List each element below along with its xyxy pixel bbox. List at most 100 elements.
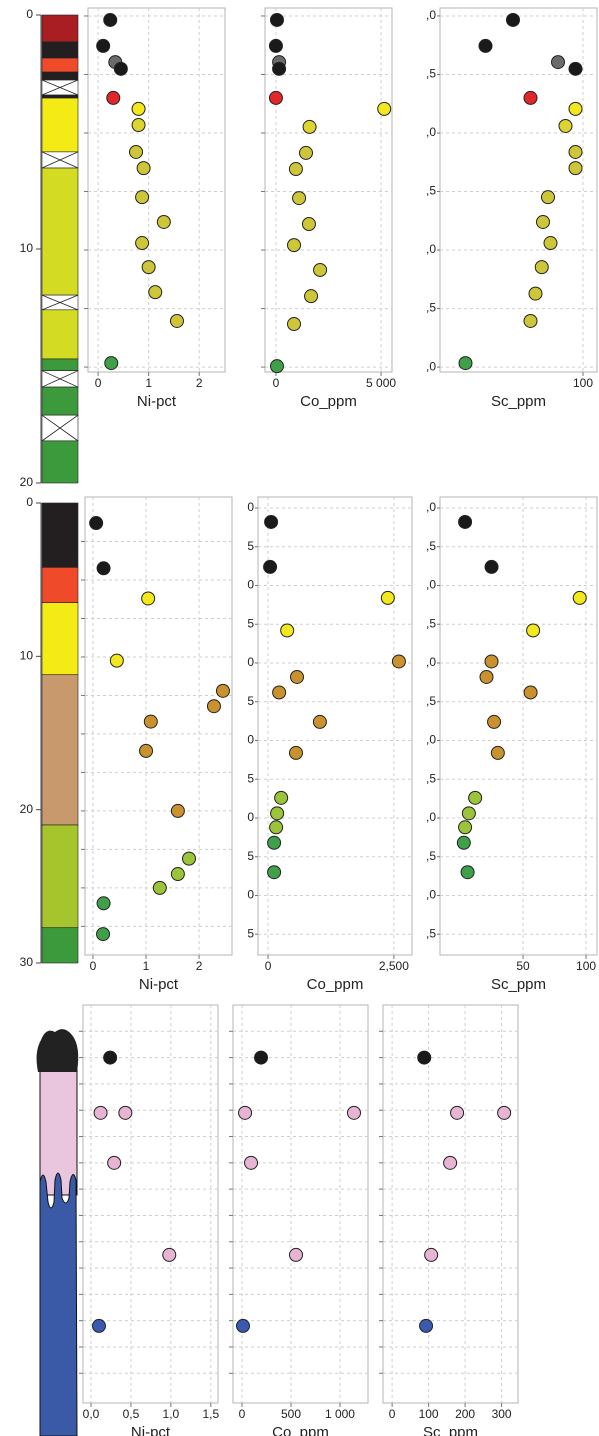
x-tick-label: 1,5 [202,1407,219,1421]
sample-point [461,806,476,821]
sample-point [170,867,185,882]
x-axis-label: Sc_ppm [491,976,546,993]
y-tick-label: 0 [247,733,254,747]
y-tick-label: 0 [247,888,254,902]
sample-point [558,118,573,133]
y-tick-label: ,0 [426,578,436,592]
sample-point [162,1247,177,1262]
sample-point [96,561,111,576]
y-tick-label: 5 [247,771,254,785]
x-tick-label: 2 [196,376,203,390]
panel-frame [257,496,413,956]
sample-point [107,1155,122,1170]
x-tick-label: 0 [273,376,280,390]
sample-point [96,927,111,942]
sample-point [417,1050,432,1065]
sample-point [299,145,314,160]
x-tick-label: 1 000 [325,1407,355,1421]
y-tick-label: 0 [247,655,254,669]
sample-point [534,260,549,275]
lithology-layer [41,674,79,826]
sample-point [568,161,583,176]
sample-point [96,896,111,911]
sample-point [244,1155,259,1170]
sample-point [131,101,146,116]
sample-point [484,654,499,669]
lithology-layer [41,71,79,81]
sample-point [304,289,319,304]
x-axis-label: Ni-pct [139,976,179,993]
lithology-layer [41,358,79,371]
sample-point [443,1155,458,1170]
x-tick-label: 2,500 [379,959,409,973]
sample-point [182,851,197,866]
sample-point [143,714,158,729]
sample-point [292,191,307,206]
y-tick-label: ,5 [426,849,436,863]
sample-point [280,623,295,638]
x-axis-label: Co_ppm [300,393,357,410]
lithology-layer [41,94,79,99]
sample-point [139,743,154,758]
x-tick-label: 2 [196,959,203,973]
sample-point [302,119,317,134]
cross-hatch [41,151,79,169]
sample-point [93,1105,108,1120]
sample-point [215,683,230,698]
sample-point [301,217,316,232]
cross-hatch [41,79,79,96]
sample-point [458,356,473,371]
cross-hatch [41,414,79,442]
y-tick-label: ,0 [426,500,436,514]
sample-point [254,1050,269,1065]
sample-point [288,745,303,760]
sample-point [523,685,538,700]
sample-point [568,144,583,159]
y-tick-label: ,0 [426,888,436,902]
sample-point [313,262,328,277]
lithology-layer [41,386,79,416]
sample-point [274,790,289,805]
sample-point [288,162,303,177]
sample-point [287,317,302,332]
cross-hatch [41,294,79,311]
sample-point [269,12,284,27]
panel-frame [84,496,233,956]
x-tick-label: 0,5 [123,1407,140,1421]
sample-point [380,590,395,605]
x-tick-label: 0,0 [83,1407,100,1421]
sample-point [287,238,302,253]
sample-point [129,144,144,159]
y-tick-label: 0 [247,810,254,824]
sample-point [109,653,124,668]
sample-point [468,790,483,805]
sample-point [312,714,327,729]
x-tick-label: 0 [90,959,97,973]
sample-point [264,514,279,529]
sample-point [526,623,541,638]
x-tick-label: 100 [419,1407,439,1421]
lithology-layer [41,602,79,676]
sample-point [267,835,282,850]
y-tick-label: ,5 [426,616,436,630]
lithology-layer [41,567,79,603]
sample-point [269,359,284,374]
black-cap [36,1029,79,1072]
x-axis-label: Co_ppm [307,976,364,993]
sample-point [269,820,284,835]
y-tick-label: ,5 [426,771,436,785]
sample-point [288,1247,303,1262]
sample-point [523,313,538,328]
x-tick-label: 50 [516,959,530,973]
y-tick-label: 5 [247,694,254,708]
sample-point [170,803,185,818]
panel-frame [87,7,226,373]
lithology-layer [41,927,79,964]
y-tick-label: 0 [247,578,254,592]
y-tick-label: ,0 [426,8,436,22]
sample-point [136,161,151,176]
sample-point [568,61,583,76]
sample-point [263,559,278,574]
y-tick-label: 5 [247,539,254,553]
sample-point [268,90,283,105]
